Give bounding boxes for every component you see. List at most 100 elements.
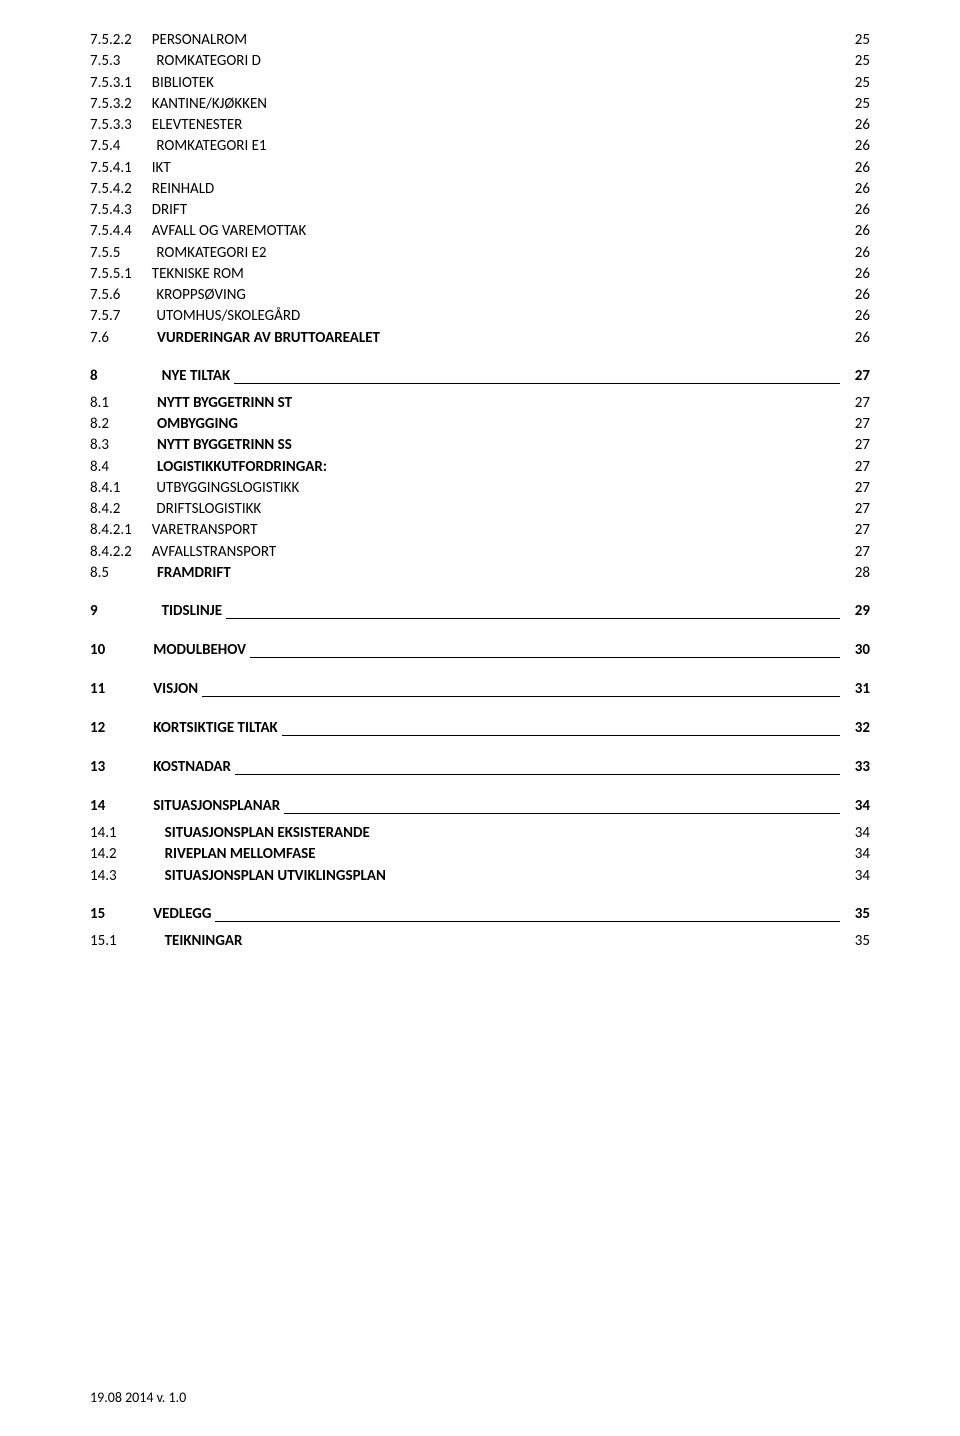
toc-row: 7.5.6 KROPPSØVING 26 bbox=[90, 285, 870, 305]
toc-row: 15.1TEIKNINGAR35 bbox=[90, 931, 870, 951]
toc-section-number: 13 bbox=[90, 757, 105, 778]
toc-entry-label: RIVEPLAN MELLOMFASE bbox=[165, 844, 316, 864]
toc-page-number: 32 bbox=[844, 718, 870, 739]
toc-entry-number: 8.5 bbox=[90, 563, 109, 583]
toc-page-number: 26 bbox=[844, 328, 870, 348]
toc-entry-number: 7.5.4.3 bbox=[90, 200, 132, 220]
toc-entry-label: IKT bbox=[152, 158, 171, 178]
toc-row: 7.5.4ROMKATEGORI E126 bbox=[90, 136, 870, 156]
toc-section-row: 8NYE TILTAK27 bbox=[90, 366, 870, 387]
toc-row: 8.3NYTT BYGGETRINN SS27 bbox=[90, 435, 870, 455]
toc-row: 8.5 FRAMDRIFT 28 bbox=[90, 563, 870, 583]
toc-page-number: 26 bbox=[844, 179, 870, 199]
toc-entry-label: DRIFTSLOGISTIKK bbox=[156, 499, 261, 519]
toc-section-number: 10 bbox=[90, 640, 105, 661]
toc-entry-label: DRIFT bbox=[152, 200, 187, 220]
toc-row: 14.2RIVEPLAN MELLOMFASE34 bbox=[90, 844, 870, 864]
toc-page-number: 26 bbox=[844, 264, 870, 284]
toc-underline bbox=[250, 657, 840, 658]
toc-entry-label: ROMKATEGORI E1 bbox=[156, 136, 266, 156]
toc-row: 8.4.1UTBYGGINGSLOGISTIKK27 bbox=[90, 478, 870, 498]
toc-page-number: 25 bbox=[844, 30, 870, 50]
toc-entry-number: 7.5.4.2 bbox=[90, 179, 132, 199]
toc-page-number: 34 bbox=[844, 796, 870, 817]
toc-row: 7.5.7UTOMHUS/SKOLEGÅRD26 bbox=[90, 306, 870, 326]
toc-section-label: VEDLEGG bbox=[153, 904, 211, 925]
toc-entry-number: 8.4.1 bbox=[90, 478, 120, 498]
toc-entry-number: 15.1 bbox=[90, 931, 117, 951]
toc-entry-label: FRAMDRIFT bbox=[157, 563, 231, 583]
toc-row: 8.4.2.1 VARETRANSPORT 27 bbox=[90, 520, 870, 540]
toc-row: 7.5.4.1IKT26 bbox=[90, 158, 870, 178]
toc-entry-label: VARETRANSPORT bbox=[152, 520, 258, 540]
toc-section-label: KORTSIKTIGE TILTAK bbox=[153, 718, 278, 739]
toc-entry-number: 8.4.2.1 bbox=[90, 520, 132, 540]
toc-entry-label: VURDERINGAR AV BRUTTOAREALET bbox=[157, 328, 380, 348]
toc-page-number: 26 bbox=[844, 200, 870, 220]
toc-section-row: 10MODULBEHOV30 bbox=[90, 640, 870, 661]
toc-entry-number: 7.5.3 bbox=[90, 51, 120, 71]
toc-entry-number: 7.5.5 bbox=[90, 243, 120, 263]
toc-row: 8.4LOGISTIKKUTFORDRINGAR:27 bbox=[90, 457, 870, 477]
toc-page-number: 28 bbox=[844, 563, 870, 583]
toc-page-number: 26 bbox=[844, 221, 870, 241]
toc-row: 7.5.3.3ELEVTENESTER26 bbox=[90, 115, 870, 135]
toc-entry-label: LOGISTIKKUTFORDRINGAR: bbox=[157, 457, 327, 477]
toc-entry-number: 7.5.2.2 bbox=[90, 30, 132, 50]
toc-page-number: 26 bbox=[844, 285, 870, 305]
toc-entry-number: 7.5.3.3 bbox=[90, 115, 132, 135]
toc-underline bbox=[226, 618, 840, 619]
toc-page-number: 35 bbox=[844, 904, 870, 925]
toc-entry-number: 14.3 bbox=[90, 866, 117, 886]
toc-section-label: TIDSLINJE bbox=[162, 601, 222, 622]
toc-page-number: 27 bbox=[844, 414, 870, 434]
toc-section-row: 15VEDLEGG35 bbox=[90, 904, 870, 925]
toc-section-label: SITUASJONSPLANAR bbox=[153, 796, 280, 817]
toc-row: 7.5.4.4AVFALL OG VAREMOTTAK26 bbox=[90, 221, 870, 241]
toc-page-number: 35 bbox=[844, 931, 870, 951]
toc-entry-label: NYTT BYGGETRINN SS bbox=[157, 435, 292, 455]
toc-entry-number: 8.3 bbox=[90, 435, 109, 455]
toc-row: 8.1NYTT BYGGETRINN ST27 bbox=[90, 393, 870, 413]
toc-page-number: 29 bbox=[844, 601, 870, 622]
toc-entry-label: UTOMHUS/SKOLEGÅRD bbox=[156, 306, 300, 326]
toc-entry-label: OMBYGGING bbox=[157, 414, 238, 434]
toc-page-number: 30 bbox=[844, 640, 870, 661]
toc-entry-number: 7.5.3.1 bbox=[90, 73, 132, 93]
toc-entry-number: 8.4.2.2 bbox=[90, 542, 132, 562]
toc-section-row: 12 KORTSIKTIGE TILTAK 32 bbox=[90, 718, 870, 739]
toc-entry-number: 7.5.6 bbox=[90, 285, 120, 305]
toc-entry-label: AVFALLSTRANSPORT bbox=[152, 542, 276, 562]
toc-entry-label: ROMKATEGORI E2 bbox=[156, 243, 266, 263]
toc-entry-label: UTBYGGINGSLOGISTIKK bbox=[156, 478, 299, 498]
toc-section-row: 11VISJON31 bbox=[90, 679, 870, 700]
toc-entry-label: SITUASJONSPLAN UTVIKLINGSPLAN bbox=[165, 866, 386, 886]
toc-page-number: 25 bbox=[844, 73, 870, 93]
toc-row: 7.5.3ROMKATEGORI D25 bbox=[90, 51, 870, 71]
toc-row: 7.5.4.3 DRIFT 26 bbox=[90, 200, 870, 220]
toc-section-label: NYE TILTAK bbox=[162, 366, 231, 387]
toc-section-row: 13KOSTNADAR33 bbox=[90, 757, 870, 778]
toc-page-number: 27 bbox=[844, 542, 870, 562]
toc-section-label: KOSTNADAR bbox=[153, 757, 231, 778]
toc-entry-label: KANTINE/KJØKKEN bbox=[152, 94, 267, 114]
toc-entry-label: AVFALL OG VAREMOTTAK bbox=[152, 221, 307, 241]
toc-underline bbox=[282, 735, 840, 736]
toc-section-number: 8 bbox=[90, 366, 98, 387]
toc-page-number: 26 bbox=[844, 243, 870, 263]
toc-entry-label: ELEVTENESTER bbox=[152, 115, 243, 135]
toc-section-number: 12 bbox=[90, 718, 105, 739]
toc-row: 8.4.2DRIFTSLOGISTIKK27 bbox=[90, 499, 870, 519]
toc-page-number: 27 bbox=[844, 520, 870, 540]
toc-section-row: 14SITUASJONSPLANAR34 bbox=[90, 796, 870, 817]
toc-entry-number: 14.2 bbox=[90, 844, 117, 864]
toc-entry-label: KROPPSØVING bbox=[156, 285, 246, 305]
toc-entry-number: 7.6 bbox=[90, 328, 109, 348]
toc-row: 7.5.2.2 PERSONALROM 25 bbox=[90, 30, 870, 50]
toc-page-number: 26 bbox=[844, 158, 870, 178]
toc-row: 7.5.4.2REINHALD26 bbox=[90, 179, 870, 199]
toc-underline bbox=[235, 774, 840, 775]
toc-entry-label: PERSONALROM bbox=[152, 30, 247, 50]
toc-row: 7.5.3.2KANTINE/KJØKKEN25 bbox=[90, 94, 870, 114]
toc-page-number: 25 bbox=[844, 94, 870, 114]
